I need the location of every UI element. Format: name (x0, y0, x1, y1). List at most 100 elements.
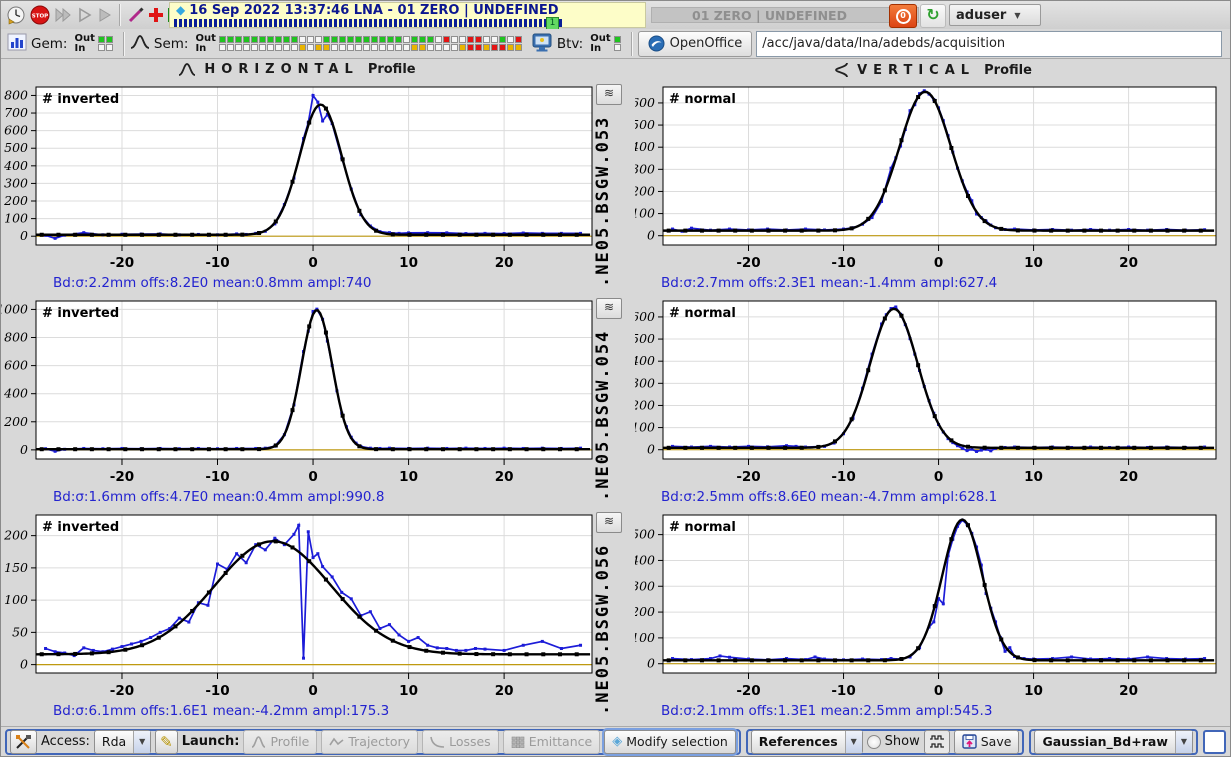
svg-text:-20: -20 (110, 255, 134, 271)
svg-text:800: 800 (4, 330, 28, 345)
svg-text:600: 600 (4, 123, 28, 138)
edit-button[interactable]: ✎ (155, 729, 178, 754)
stop-button[interactable]: STOP (29, 4, 51, 26)
bottom-toolbar: Access: Rda ▼ ✎ Launch: Profile Trajecto… (1, 726, 1230, 756)
chart-056-vertical: 0 100 200 300 400 500 -20 -10 0 10 20 # normal (635, 511, 1230, 703)
chart-053-vertical: 0 100 200 300 400 500 600 -20 -10 0 10 20 # normal (635, 83, 1230, 275)
svg-text:-10: -10 (831, 469, 855, 485)
trajectory-icon (329, 737, 344, 745)
power-button[interactable]: 0 (889, 4, 917, 28)
fit-stats-053-v: Bd:σ:2.7mm offs:2.3E1 mean:-1.4mm ampl:6… (661, 275, 998, 291)
toolbar-separator (119, 4, 121, 26)
svg-text:0: 0 (308, 469, 317, 485)
svg-text:200: 200 (3, 528, 28, 543)
svg-text:600: 600 (635, 309, 655, 324)
add-cross-icon[interactable] (145, 4, 167, 26)
svg-text:-10: -10 (205, 469, 229, 485)
vertical-profile-title: VERTICAL Profile (635, 62, 1230, 78)
losses-icon (430, 736, 445, 748)
waveforms-icon (929, 734, 944, 748)
tools-button[interactable] (10, 729, 37, 754)
cycle-progress-bar: 01 ZERO | UNDEFINED (651, 7, 919, 23)
modify-selection-button[interactable]: ◈ Modify selection (604, 729, 736, 754)
save-button[interactable]: Save (953, 729, 1020, 754)
svg-text:1000: 1000 (1, 301, 28, 316)
plot-053-horizontal: 0 100 200 300 400 500 600 700 800 -20 -10 0 10 20 # in… (1, 83, 593, 297)
play-icon[interactable] (95, 4, 117, 26)
svg-text:-10: -10 (205, 683, 229, 699)
svg-text:0: 0 (20, 657, 28, 672)
emittance-button[interactable]: Emittance (502, 729, 601, 754)
svg-text:0: 0 (934, 255, 943, 271)
comment-field[interactable] (1202, 729, 1226, 754)
waterfall-button-054[interactable]: ≋ (596, 298, 622, 319)
references-group: References ▼ Show Save (745, 728, 1025, 755)
svg-text:500: 500 (635, 527, 655, 542)
svg-text:300: 300 (635, 578, 655, 593)
show-radio[interactable] (866, 734, 881, 749)
gaussian-vertical-icon (835, 63, 848, 77)
waterfall-button-053[interactable]: ≋ (596, 84, 622, 105)
emittance-grid-icon (511, 736, 525, 748)
acquisition-count-badge: 1 (546, 17, 559, 31)
references-dropdown[interactable]: References ▼ (750, 729, 863, 754)
user-dropdown[interactable]: aduser ▼ (949, 4, 1041, 26)
fit-mode-dropdown[interactable]: Gaussian_Bd+raw ▼ (1034, 729, 1193, 754)
chevron-down-icon: ▼ (1014, 10, 1021, 20)
fit-stats-056-h: Bd:σ:6.1mm offs:1.6E1 mean:-4.2mm ampl:1… (53, 703, 390, 719)
access-dropdown[interactable]: Rda ▼ (93, 729, 152, 754)
svg-text:20: 20 (1119, 469, 1138, 485)
gem-led-grid (97, 36, 114, 51)
chevron-down-icon: ▼ (850, 737, 857, 746)
chart-054-horizontal: 0 200 400 600 800 1000 -20 -10 0 10 20 # inverted (1, 297, 593, 489)
svg-text:-20: -20 (736, 469, 760, 485)
svg-text:0: 0 (647, 228, 655, 243)
svg-text:-10: -10 (205, 255, 229, 271)
app-clock-icon[interactable] (5, 4, 27, 26)
overlay-waveforms-toggle[interactable] (923, 729, 950, 754)
svg-text:10: 10 (1024, 255, 1043, 271)
profile-button[interactable]: Profile (243, 729, 318, 754)
svg-text:10: 10 (399, 255, 418, 271)
waterfall-button-056[interactable]: ≋ (596, 512, 622, 533)
svg-text:20: 20 (495, 683, 514, 699)
svg-text:300: 300 (635, 375, 655, 390)
chevron-down-icon: ▼ (1180, 737, 1187, 746)
refresh-button[interactable]: ↻ (920, 4, 946, 28)
cycle-timestamp: ◆ 16 Sep 2022 13:37:46 LNA - 01 ZERO | UN… (176, 3, 559, 18)
btv-monitor-icon (531, 32, 553, 56)
chevron-down-icon: ▼ (139, 737, 146, 746)
svg-text:300: 300 (4, 175, 28, 190)
sem-out-in-labels: Out In (195, 32, 216, 54)
svg-text:100: 100 (635, 630, 655, 645)
svg-text:600: 600 (4, 358, 28, 373)
svg-text:400: 400 (635, 353, 655, 368)
svg-text:# inverted: # inverted (42, 520, 119, 535)
btv-label: Btv: (556, 35, 584, 52)
svg-text:100: 100 (635, 420, 655, 435)
fast-forward-icon[interactable] (53, 4, 75, 26)
svg-text:# normal: # normal (669, 520, 736, 535)
sem-gaussian-icon (130, 34, 150, 54)
svg-text:0: 0 (308, 255, 317, 271)
losses-button[interactable]: Losses (422, 729, 499, 754)
fit-mode-group: Gaussian_Bd+raw ▼ (1029, 728, 1198, 755)
gem-label: Gem: (31, 35, 68, 52)
trajectory-button[interactable]: Trajectory (321, 729, 419, 754)
device-name-054: .NE05.BSGW.054 (593, 329, 613, 501)
openoffice-button[interactable]: OpenOffice (637, 30, 753, 57)
step-forward-icon[interactable] (75, 4, 97, 26)
data-path-input[interactable] (756, 30, 1222, 57)
device-strip-053: ≋ .NE05.BSGW.053 (593, 83, 635, 297)
save-floppy-icon (962, 734, 977, 749)
toolbar-separator (122, 31, 125, 56)
marker-pen-icon[interactable] (125, 4, 147, 26)
fit-stats-053-h: Bd:σ:2.2mm offs:8.2E0 mean:0.8mm ampl:74… (53, 275, 372, 291)
fit-stats-054-h: Bd:σ:1.6mm offs:4.7E0 mean:0.4mm ampl:99… (53, 489, 385, 505)
sem-led-strip (218, 36, 523, 51)
plot-056-vertical: 0 100 200 300 400 500 -20 -10 0 10 20 # normal Bd:σ… (635, 511, 1230, 725)
svg-text:20: 20 (1119, 255, 1138, 271)
gem-out-in-labels: Out In (74, 32, 95, 54)
